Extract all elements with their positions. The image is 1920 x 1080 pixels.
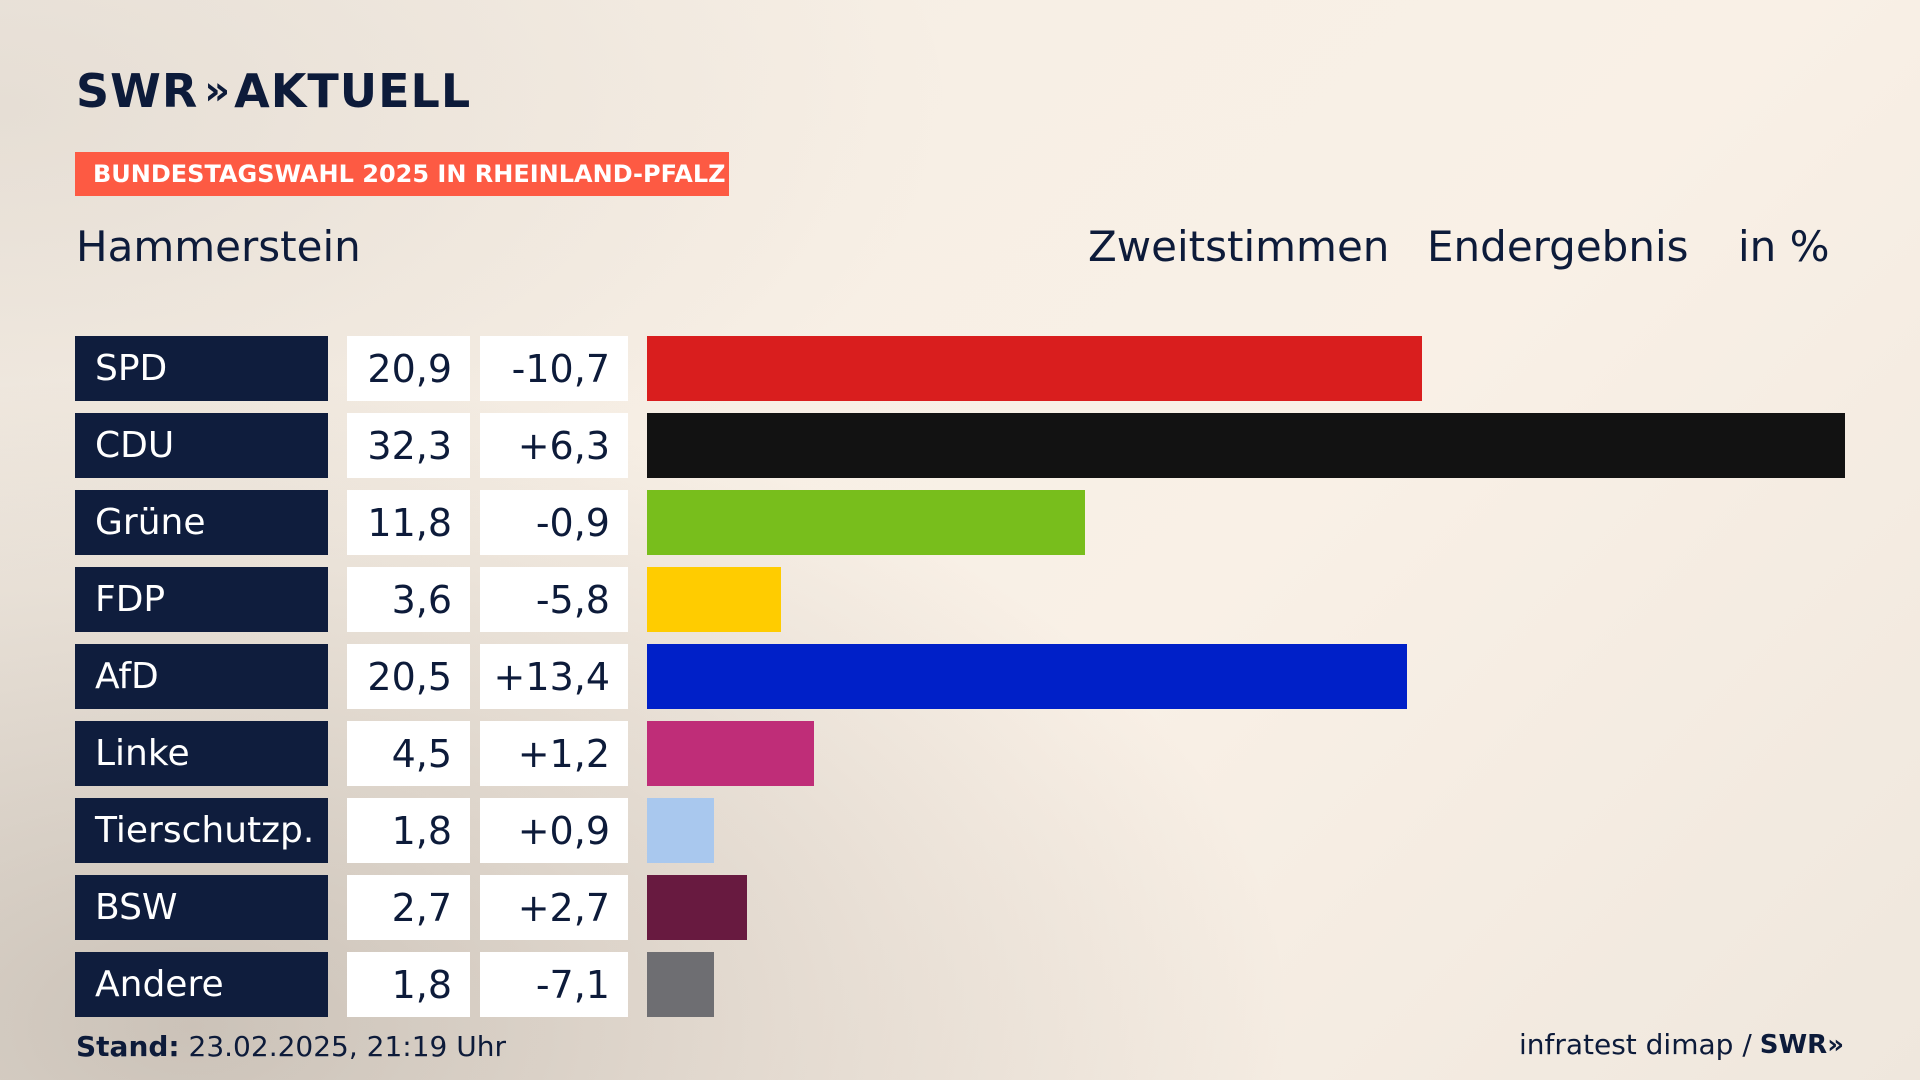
vote-share-bar <box>647 567 781 632</box>
vote-change-value: -7,1 <box>480 952 628 1017</box>
vote-change-value: +1,2 <box>480 721 628 786</box>
result-row: Grüne 11,8 -0,9 <box>75 490 1845 555</box>
party-label: FDP <box>75 567 328 632</box>
party-label: BSW <box>75 875 328 940</box>
vote-share-bar <box>647 721 814 786</box>
result-row: SPD 20,9 -10,7 <box>75 336 1845 401</box>
party-label: Andere <box>75 952 328 1017</box>
vote-change-value: +0,9 <box>480 798 628 863</box>
result-row: BSW 2,7 +2,7 <box>75 875 1845 940</box>
result-row: CDU 32,3 +6,3 <box>75 413 1845 478</box>
source-text: infratest dimap / <box>1518 1028 1752 1061</box>
unit-label: in % <box>1738 222 1830 271</box>
logo-aktuell: AKTUELL <box>234 64 472 118</box>
vote-share-value: 2,7 <box>347 875 470 940</box>
vote-share-value: 4,5 <box>347 721 470 786</box>
result-row: Linke 4,5 +1,2 <box>75 721 1845 786</box>
vote-change-value: +6,3 <box>480 413 628 478</box>
vote-change-value: -5,8 <box>480 567 628 632</box>
party-label: AfD <box>75 644 328 709</box>
source-credit: infratest dimap / SWR» <box>1519 1028 1844 1061</box>
timestamp: Stand: 23.02.2025, 21:19 Uhr <box>76 1030 506 1063</box>
vote-share-value: 1,8 <box>347 798 470 863</box>
swr-mini-logo: SWR» <box>1759 1029 1844 1060</box>
location-title: Hammerstein <box>76 222 361 271</box>
party-label: Tierschutzp. <box>75 798 328 863</box>
election-badge: BUNDESTAGSWAHL 2025 IN RHEINLAND-PFALZ <box>75 152 729 196</box>
party-label: Linke <box>75 721 328 786</box>
vote-share-bar <box>647 336 1422 401</box>
vote-share-value: 1,8 <box>347 952 470 1017</box>
party-label: Grüne <box>75 490 328 555</box>
stand-label: Stand: <box>76 1030 180 1063</box>
vote-share-bar <box>647 413 1845 478</box>
vote-share-value: 32,3 <box>347 413 470 478</box>
party-label: SPD <box>75 336 328 401</box>
status-label: Endergebnis <box>1427 222 1689 271</box>
vote-change-value: +2,7 <box>480 875 628 940</box>
vote-share-bar <box>647 490 1085 555</box>
vote-share-value: 20,9 <box>347 336 470 401</box>
vote-share-bar <box>647 798 714 863</box>
vote-share-bar <box>647 644 1407 709</box>
result-row: FDP 3,6 -5,8 <box>75 567 1845 632</box>
stand-value: 23.02.2025, 21:19 Uhr <box>188 1030 506 1063</box>
result-row: AfD 20,5 +13,4 <box>75 644 1845 709</box>
vote-share-value: 3,6 <box>347 567 470 632</box>
vote-change-value: -0,9 <box>480 490 628 555</box>
logo-swr: SWR <box>76 64 199 118</box>
vote-share-value: 11,8 <box>347 490 470 555</box>
swr-aktuell-logo: SWR » AKTUELL <box>76 64 472 118</box>
party-label: CDU <box>75 413 328 478</box>
vote-type-label: Zweitstimmen <box>1088 222 1390 271</box>
result-row: Andere 1,8 -7,1 <box>75 952 1845 1017</box>
logo-chevron-icon: » <box>204 68 230 114</box>
vote-share-bar <box>647 875 747 940</box>
vote-share-bar <box>647 952 714 1017</box>
vote-change-value: -10,7 <box>480 336 628 401</box>
vote-share-value: 20,5 <box>347 644 470 709</box>
vote-change-value: +13,4 <box>480 644 628 709</box>
result-row: Tierschutzp. 1,8 +0,9 <box>75 798 1845 863</box>
